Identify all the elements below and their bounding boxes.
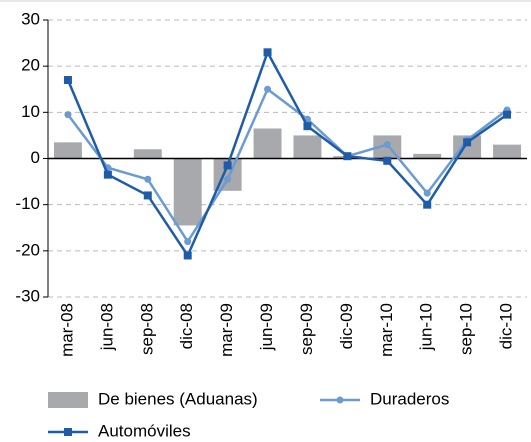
marker xyxy=(103,170,112,179)
y-tick-label: 30 xyxy=(21,9,40,28)
legend-entry: De bienes (Aduanas) xyxy=(48,389,258,408)
legend-label: Automóviles xyxy=(98,421,191,440)
y-tick-label: -10 xyxy=(15,194,40,213)
marker xyxy=(423,200,432,209)
y-tick-label: -20 xyxy=(15,240,40,259)
marker xyxy=(183,251,192,260)
legend-marker xyxy=(64,428,72,436)
bar xyxy=(173,158,202,226)
line xyxy=(66,49,508,259)
legend-label: De bienes (Aduanas) xyxy=(98,389,258,408)
marker xyxy=(463,138,472,147)
marker xyxy=(303,122,312,131)
x-tick-label: sep-09 xyxy=(297,303,316,355)
bar xyxy=(133,149,162,159)
x-tick-label: jun-10 xyxy=(417,303,436,351)
marker xyxy=(343,152,352,161)
x-tick-label: mar-10 xyxy=(377,303,396,357)
bar xyxy=(493,144,522,159)
bar xyxy=(53,142,82,159)
x-tick-label: jun-09 xyxy=(257,303,276,351)
legend-entry: Automóviles xyxy=(48,421,191,440)
marker xyxy=(143,191,152,200)
bar xyxy=(413,153,442,159)
bar xyxy=(293,135,322,159)
marker xyxy=(423,189,431,197)
marker xyxy=(383,156,392,165)
x-tick-label: dic-10 xyxy=(497,303,516,349)
marker xyxy=(224,175,232,183)
marker xyxy=(64,111,72,119)
y-tick-label: -30 xyxy=(15,286,40,305)
marker xyxy=(264,85,272,93)
x-tick-label: jun-08 xyxy=(97,303,116,351)
x-tick-label: dic-08 xyxy=(177,303,196,349)
legend-swatch xyxy=(48,392,88,408)
marker xyxy=(63,76,72,85)
marker xyxy=(184,238,192,246)
line xyxy=(66,87,508,244)
marker xyxy=(383,141,391,149)
bar xyxy=(253,128,282,159)
marker xyxy=(223,161,232,170)
y-tick-label: 20 xyxy=(21,56,40,75)
x-tick-label: sep-08 xyxy=(137,303,156,355)
x-tick-label: mar-09 xyxy=(217,303,236,357)
x-tick-label: dic-09 xyxy=(337,303,356,349)
x-tick-label: mar-08 xyxy=(57,303,76,357)
legend-marker xyxy=(336,396,344,404)
marker xyxy=(144,175,152,183)
x-tick-label: sep-10 xyxy=(457,303,476,355)
y-tick-label: 0 xyxy=(31,148,40,167)
marker xyxy=(503,110,512,119)
y-tick-label: 10 xyxy=(21,102,40,121)
marker xyxy=(263,48,272,57)
legend-entry: Duraderos xyxy=(320,389,449,408)
legend-label: Duraderos xyxy=(370,389,449,408)
